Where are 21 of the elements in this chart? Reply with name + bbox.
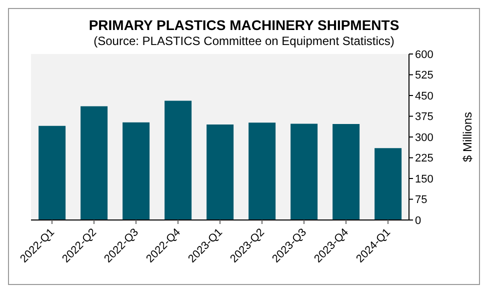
y-tick-label: 450 xyxy=(415,90,434,102)
y-axis-title: $ Millions xyxy=(460,112,474,162)
y-tick-label: 375 xyxy=(415,111,434,124)
y-tick-label: 225 xyxy=(415,152,434,165)
bar xyxy=(290,124,318,220)
bar xyxy=(38,126,66,220)
y-tick-label: 150 xyxy=(415,173,434,186)
y-tick-label: 600 xyxy=(415,48,434,61)
y-tick-label: 525 xyxy=(415,70,434,82)
bar xyxy=(164,100,192,220)
bar xyxy=(206,124,234,220)
y-tick-label: 0 xyxy=(415,214,422,227)
bar xyxy=(80,106,108,220)
chart-subtitle: (Source: PLASTICS Committee on Equipment Statistics) xyxy=(92,34,396,48)
chart-title: PRIMARY PLASTICS MACHINERY SHIPMENTS xyxy=(88,17,400,33)
bar xyxy=(332,124,360,220)
bar xyxy=(122,122,150,220)
y-tick-label: 75 xyxy=(415,194,428,206)
bar xyxy=(374,148,402,220)
y-tick-label: 300 xyxy=(415,132,434,144)
bar xyxy=(248,122,276,220)
